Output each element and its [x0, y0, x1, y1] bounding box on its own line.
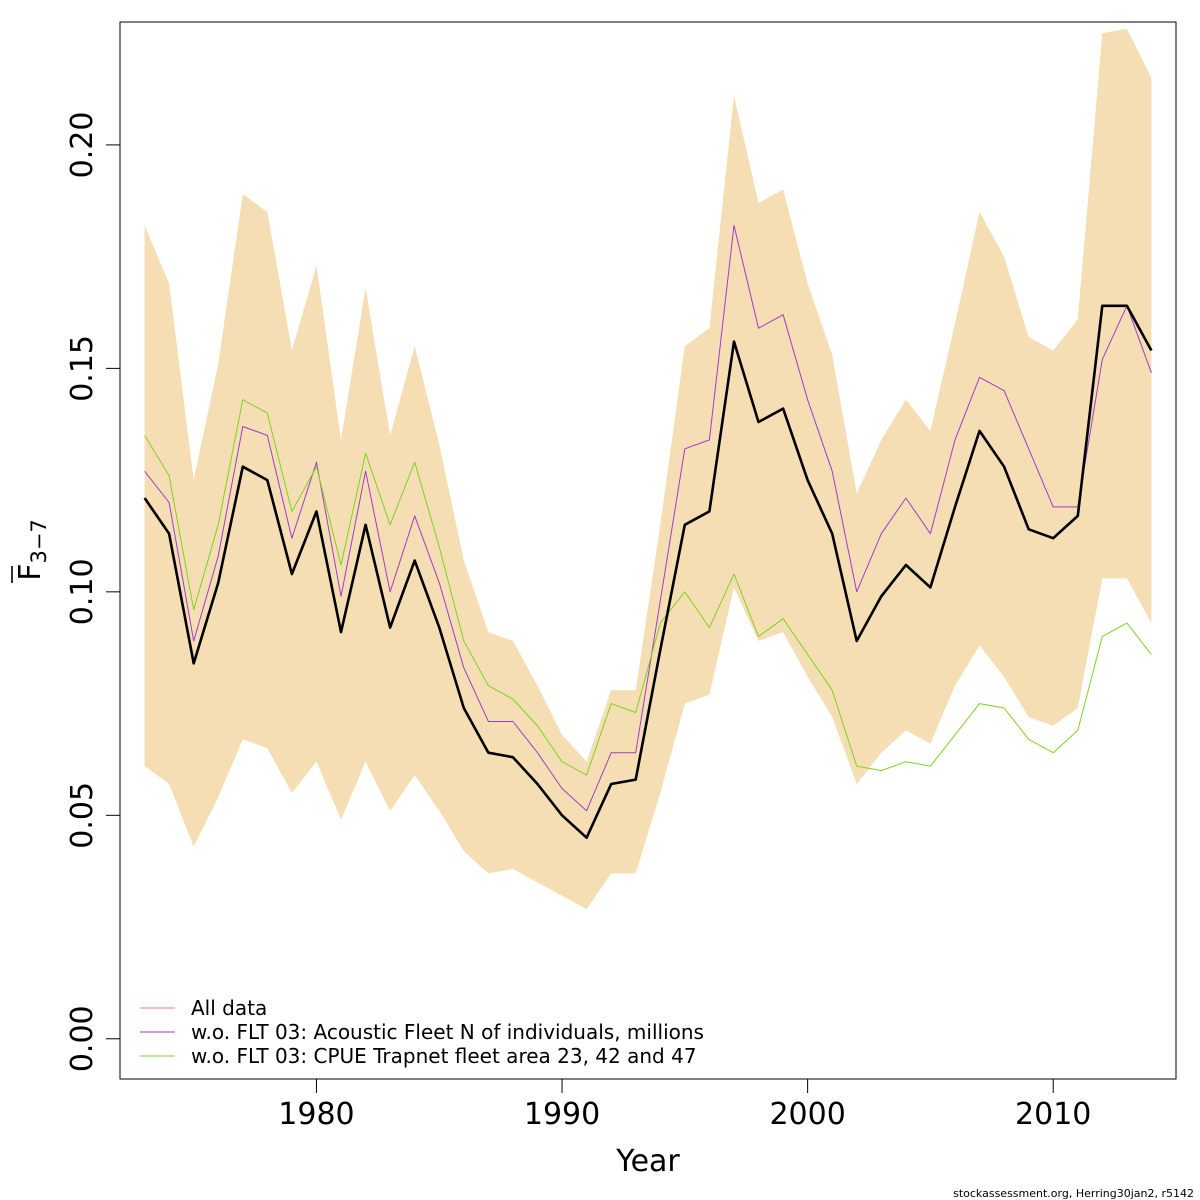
legend-label: w.o. FLT 03: Acoustic Fleet N of individ…: [191, 1020, 704, 1044]
confidence-band-area: [144, 28, 1152, 910]
legend-label: All data: [191, 996, 267, 1020]
y-tick-label: 0.00: [65, 1005, 100, 1072]
x-tick-label: 1980: [278, 1097, 354, 1132]
series-line-2: [144, 399, 1152, 776]
x-axis-title: Year: [615, 1144, 680, 1179]
y-tick-label: 0.05: [65, 782, 100, 849]
plot-frame: [119, 21, 1177, 1080]
y-tick-label: 0.20: [65, 112, 100, 179]
y-tick-label: 0.15: [65, 335, 100, 402]
y-axis-title: F3−7: [11, 519, 51, 583]
series-lines: [143, 224, 1153, 839]
y-axis-title-text: F3−7: [13, 519, 51, 581]
confidence-band: [144, 28, 1152, 910]
y-axis: 0.00 0.05 0.10 0.15 0.20: [65, 112, 120, 1072]
x-tick-label: 2010: [1015, 1097, 1091, 1132]
y-tick-label: 0.10: [65, 558, 100, 625]
x-axis: 1980 1990 2000 2010: [278, 1079, 1091, 1132]
legend-label: w.o. FLT 03: CPUE Trapnet fleet area 23,…: [191, 1044, 697, 1068]
x-tick-label: 2000: [769, 1097, 845, 1132]
series-line-0: [143, 304, 1153, 839]
x-tick-label: 1990: [524, 1097, 600, 1132]
footer-credit: stockassessment.org, Herring30jan2, r514…: [953, 1187, 1194, 1200]
